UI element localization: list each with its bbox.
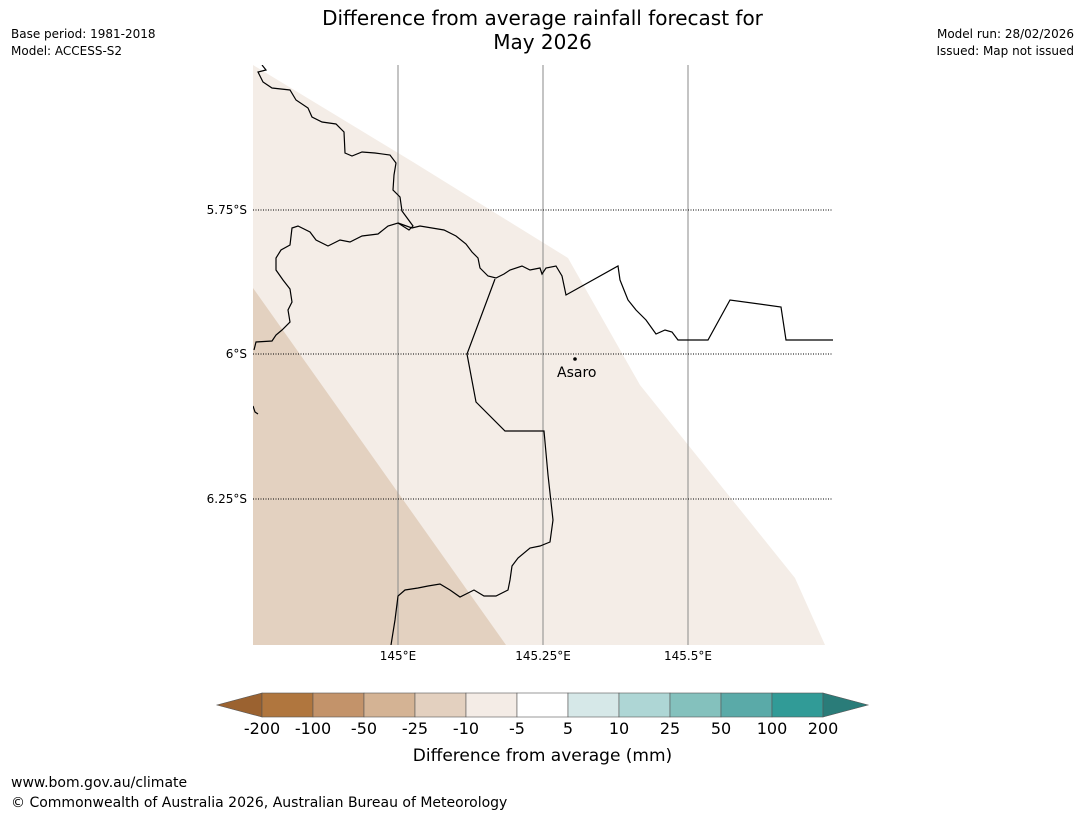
lat-label-6: 6°S xyxy=(225,347,247,361)
model-name: Model: ACCESS-S2 xyxy=(11,44,123,58)
lat-label-5-75: 5.75°S xyxy=(206,203,247,217)
forecast-region-mid xyxy=(253,288,506,645)
colorbar-box xyxy=(567,692,620,718)
colorbar-tick-label: 25 xyxy=(659,719,681,738)
colorbar-box xyxy=(261,692,314,718)
colorbar-tick-label: 200 xyxy=(807,719,839,738)
colorbar-tick-label: 5 xyxy=(562,719,574,738)
footer-copyright: © Commonwealth of Australia 2026, Austra… xyxy=(11,795,508,811)
colorbar-box xyxy=(414,692,467,718)
lon-label-145-25: 145.25°E xyxy=(515,649,571,663)
colorbar-tick-label: 10 xyxy=(608,719,630,738)
boundary-west-fragment xyxy=(253,405,259,415)
colorbar-tick-label: -50 xyxy=(350,719,378,738)
map-title: Difference from average rainfall forecas… xyxy=(0,6,1085,54)
meta-left: Base period: 1981-2018 Model: ACCESS-S2 xyxy=(11,26,156,60)
colorbar-tick-label: 50 xyxy=(710,719,732,738)
colorbar-tick-label: -25 xyxy=(401,719,429,738)
model-run: Model run: 28/02/2026 xyxy=(936,27,1074,41)
colorbar-tick-label: -10 xyxy=(452,719,480,738)
meta-right: Model run: 28/02/2026 Issued: Map not is… xyxy=(936,26,1074,60)
colorbar-tick-label: -100 xyxy=(294,719,332,738)
boundary-district xyxy=(390,278,554,645)
place-label-asaro: Asaro xyxy=(557,365,597,381)
colorbar-extend-low xyxy=(215,692,263,718)
colorbar-box xyxy=(516,692,569,718)
lat-label-6-25: 6.25°S xyxy=(206,492,247,506)
colorbar-box xyxy=(669,692,722,718)
footer-url[interactable]: www.bom.gov.au/climate xyxy=(11,775,188,791)
title-line-1: Difference from average rainfall forecas… xyxy=(322,6,763,30)
lon-label-145: 145°E xyxy=(379,649,417,663)
colorbar-box xyxy=(312,692,365,718)
lon-label-145-5: 145.5°E xyxy=(664,649,712,663)
colorbar xyxy=(215,692,870,718)
base-period: Base period: 1981-2018 xyxy=(11,27,156,41)
asaro-marker xyxy=(573,357,577,361)
colorbar-box xyxy=(720,692,773,718)
colorbar-label: Difference from average (mm) xyxy=(412,746,673,766)
issued-status: Issued: Map not issued xyxy=(936,44,1074,58)
colorbar-box xyxy=(363,692,416,718)
colorbar-tick-label: 100 xyxy=(756,719,788,738)
map-area xyxy=(253,65,833,645)
colorbar-tick-label: -5 xyxy=(509,719,525,738)
boundary-east-province xyxy=(397,222,833,341)
title-line-2: May 2026 xyxy=(493,30,592,54)
colorbar-box xyxy=(465,692,518,718)
colorbar-extend-high xyxy=(822,692,870,718)
colorbar-box xyxy=(618,692,671,718)
colorbar-tick-label: -200 xyxy=(243,719,281,738)
colorbar-box xyxy=(771,692,824,718)
